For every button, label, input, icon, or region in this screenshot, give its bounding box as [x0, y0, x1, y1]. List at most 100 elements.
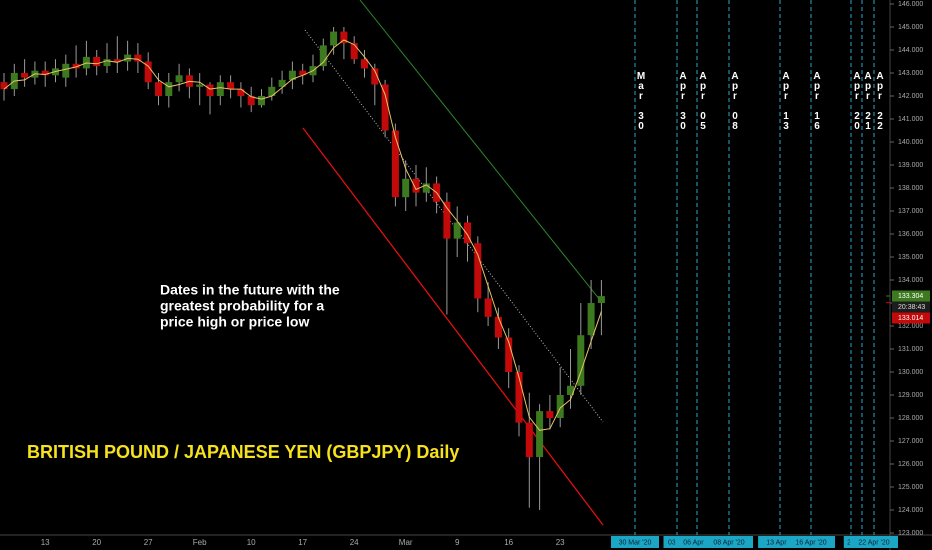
- y-tick-label: 140.000: [898, 139, 923, 146]
- y-tick-label: 125.000: [898, 484, 923, 491]
- candle-body: [247, 96, 255, 106]
- candle-body: [412, 178, 420, 193]
- candle-body: [381, 84, 389, 131]
- candle-body: [268, 86, 276, 96]
- y-tick-label: 135.000: [898, 254, 923, 261]
- candle-body: [93, 56, 101, 67]
- candle-body: [577, 335, 585, 386]
- candle-body: [515, 372, 523, 423]
- last-price-box: [892, 290, 930, 302]
- bid-price-label: 133.014: [898, 315, 923, 322]
- candle-body: [474, 243, 482, 299]
- candle-body: [361, 59, 368, 69]
- candle-body: [62, 63, 70, 78]
- candle-body: [155, 82, 162, 96]
- candle-body: [464, 222, 471, 244]
- candle-body: [21, 73, 29, 78]
- y-tick-label: 141.000: [898, 116, 923, 123]
- x-tick-label: 9: [455, 538, 460, 547]
- countdown-box: [892, 301, 930, 313]
- candle-body: [453, 222, 461, 239]
- future-date-axis-box: [611, 536, 659, 548]
- x-tick-label: 10: [247, 538, 256, 547]
- candle-body: [196, 84, 204, 87]
- candle-body: [371, 68, 379, 85]
- future-date-axis-label: 22 Apr '20: [858, 539, 889, 546]
- x-tick-label: 27: [144, 538, 153, 547]
- future-date-axis-label: 13 Apr '2: [766, 539, 794, 546]
- y-tick-label: 128.000: [898, 415, 923, 422]
- candle-body: [72, 63, 80, 69]
- y-tick-label: 145.000: [898, 24, 923, 31]
- x-tick-label: 16: [504, 538, 513, 547]
- candle-body: [144, 61, 152, 83]
- last-price-label: 133.304: [898, 293, 923, 300]
- y-tick-label: 123.000: [898, 530, 923, 537]
- candle-body: [330, 31, 338, 46]
- future-date-axis-label: 16 Apr '20: [795, 539, 826, 546]
- future-date-axis-box: [850, 536, 898, 548]
- candle-body: [546, 411, 554, 418]
- future-date-axis-label: 06 Apr '2: [683, 539, 711, 546]
- future-date-axis-label: 30 Mar '20: [619, 539, 652, 546]
- candle-body: [443, 201, 451, 239]
- y-tick-label: 130.000: [898, 369, 923, 376]
- candle-body: [165, 82, 173, 96]
- candle-body: [288, 70, 296, 80]
- candle-body: [340, 31, 348, 44]
- future-date-axis-label: 08 Apr '20: [713, 539, 744, 546]
- chart-title: BRITISH POUND / JAPANESE YEN (GBPJPY) Da…: [27, 442, 459, 462]
- bid-price-box: [892, 312, 930, 324]
- x-tick-label: 23: [556, 538, 565, 547]
- x-tick-label: 13: [41, 538, 50, 547]
- annotation: Dates in the future with the: [160, 282, 340, 298]
- annotation: greatest probability for a: [160, 298, 324, 314]
- candle-body: [567, 385, 574, 395]
- future-date-axis-box: [787, 536, 835, 548]
- candle-body: [41, 70, 49, 76]
- y-tick-label: 134.000: [898, 277, 923, 284]
- candle-body: [391, 130, 399, 198]
- candle-body: [556, 395, 564, 418]
- candle-body: [258, 96, 265, 106]
- candle-body: [103, 59, 111, 67]
- lower-trend-line: [302, 127, 604, 526]
- candle-body: [237, 89, 245, 96]
- candle-body: [525, 422, 533, 458]
- y-tick-label: 139.000: [898, 162, 923, 169]
- y-tick-label: 131.000: [898, 346, 923, 353]
- candle-body: [227, 82, 235, 90]
- y-tick-label: 136.000: [898, 231, 923, 238]
- candle-body: [422, 183, 430, 193]
- candle-body: [536, 411, 544, 458]
- candle-body: [299, 70, 307, 76]
- x-tick-label: 17: [298, 538, 307, 547]
- candle-body: [278, 79, 286, 87]
- y-tick-label: 142.000: [898, 93, 923, 100]
- countdown-label: 20:38:43: [898, 304, 925, 311]
- upper-trend-line: [359, 0, 601, 301]
- y-tick-label: 124.000: [898, 507, 923, 514]
- candle-body: [175, 75, 183, 83]
- x-tick-label: 24: [350, 538, 359, 547]
- candle-body: [587, 303, 595, 336]
- candle-body: [484, 298, 492, 317]
- candle-body: [402, 178, 410, 198]
- moving-average: [3, 39, 602, 431]
- y-tick-label: 137.000: [898, 208, 923, 215]
- candle-body: [505, 337, 513, 372]
- candle-body: [494, 316, 502, 338]
- future-date-axis-box: [705, 536, 753, 548]
- candle-body: [597, 296, 605, 303]
- y-tick-label: 146.000: [898, 1, 923, 8]
